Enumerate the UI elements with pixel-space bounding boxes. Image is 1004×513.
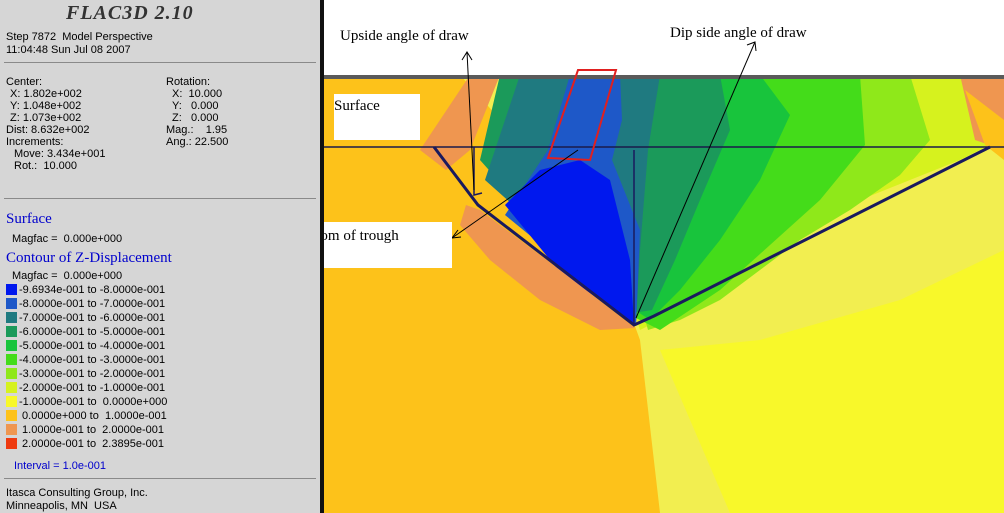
rotation-label: Rotation: [166, 76, 211, 88]
center-label: Center: [6, 76, 43, 88]
magnification: Mag.: 1.95 [166, 124, 228, 136]
info-panel: FLAC3D 2.10 Step 7872 Model Perspective … [0, 0, 320, 513]
panel-divider [4, 62, 316, 63]
company-name: Itasca Consulting Group, Inc. [6, 487, 148, 499]
legend-swatch [6, 298, 17, 309]
center-y: Y: 1.048e+002 [10, 100, 82, 112]
panel-divider [4, 478, 316, 479]
legend-label: 0.0000e+000 to 1.0000e-001 [19, 410, 167, 422]
legend-label: -9.6934e-001 to -8.0000e-001 [19, 284, 166, 296]
annotation-flat-bottom: Flat bottom of trough [324, 228, 399, 244]
rot-increment: Rot.: 10.000 [14, 160, 77, 172]
legend-label: 2.0000e-001 to 2.3895e-001 [19, 438, 164, 450]
company-location: Minneapolis, MN USA [6, 500, 117, 512]
surface-heading: Surface [6, 211, 52, 227]
center-x: X: 1.802e+002 [10, 88, 82, 100]
center-z: Z: 1.073e+002 [10, 112, 82, 124]
step-line: Step 7872 Model Perspective [6, 31, 153, 43]
legend-swatch [6, 284, 17, 295]
legend-label: -3.0000e-001 to -2.0000e-001 [19, 368, 166, 380]
annotation-dip-angle: Dip side angle of draw [670, 25, 807, 41]
panel-separator [320, 0, 324, 513]
legend-swatch [6, 368, 17, 379]
view-angle: Ang.: 22.500 [166, 136, 229, 148]
legend-swatch [6, 312, 17, 323]
legend-swatch [6, 382, 17, 393]
model-viewport[interactable]: Upside angle of draw Dip side angle of d… [324, 0, 1004, 513]
surface-magfac: Magfac = 0.000e+000 [12, 233, 123, 245]
contour-fill [324, 75, 1004, 513]
app-title: FLAC3D 2.10 [66, 2, 194, 24]
annotation-surface-box: Surface [334, 94, 420, 140]
legend-label: -6.0000e-001 to -5.0000e-001 [19, 326, 166, 338]
panel-divider [4, 198, 316, 199]
rotation-y: Y: 0.000 [172, 100, 219, 112]
legend-label: -5.0000e-001 to -4.0000e-001 [19, 340, 166, 352]
legend-label: 1.0000e-001 to 2.0000e-001 [19, 424, 164, 436]
contour-interval: Interval = 1.0e-001 [14, 460, 107, 472]
legend-swatch [6, 424, 17, 435]
annotation-surface: Surface [334, 98, 380, 114]
timestamp: 11:04:48 Sun Jul 08 2007 [6, 44, 131, 56]
z-displacement-contour-plot [324, 41, 1004, 513]
annotation-upside-angle: Upside angle of draw [340, 28, 469, 44]
legend-label: -7.0000e-001 to -6.0000e-001 [19, 312, 166, 324]
legend-swatch [6, 354, 17, 365]
legend-label: -1.0000e-001 to 0.0000e+000 [19, 396, 168, 408]
legend-label: -8.0000e-001 to -7.0000e-001 [19, 298, 166, 310]
legend-label: -4.0000e-001 to -3.0000e-001 [19, 354, 166, 366]
legend-swatch [6, 438, 17, 449]
legend-swatch [6, 410, 17, 421]
contour-magfac: Magfac = 0.000e+000 [12, 270, 123, 282]
move-increment: Move: 3.434e+001 [14, 148, 106, 160]
highlight-box [546, 69, 618, 162]
legend-swatch [6, 396, 17, 407]
legend-label: -2.0000e-001 to -1.0000e-001 [19, 382, 166, 394]
annotation-flat-bottom-box: Flat bottom of trough [324, 222, 452, 268]
contour-heading: Contour of Z-Displacement [6, 250, 172, 266]
rotation-x: X: 10.000 [172, 88, 223, 100]
dist-value: Dist: 8.632e+002 [6, 124, 90, 136]
rotation-z: Z: 0.000 [172, 112, 219, 124]
legend-swatch [6, 340, 17, 351]
legend-swatch [6, 326, 17, 337]
increments-label: Increments: [6, 136, 64, 148]
